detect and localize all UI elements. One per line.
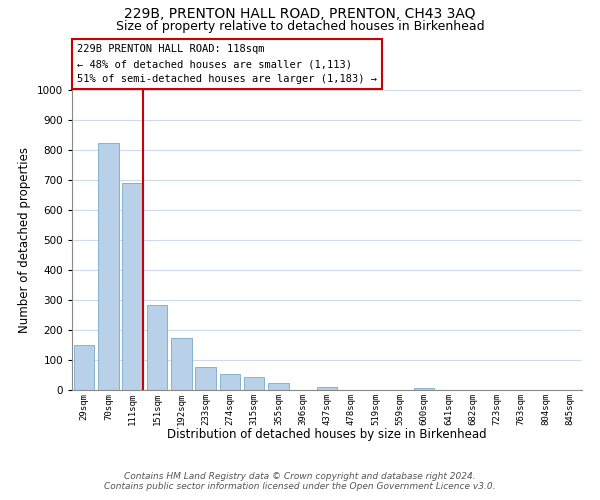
Bar [414, 388, 434, 390]
Bar [220, 374, 240, 390]
Text: Size of property relative to detached houses in Birkenhead: Size of property relative to detached ho… [116, 20, 484, 33]
Bar [74, 345, 94, 390]
Bar [244, 378, 265, 390]
Text: 229B PRENTON HALL ROAD: 118sqm
← 48% of detached houses are smaller (1,113)
51% : 229B PRENTON HALL ROAD: 118sqm ← 48% of … [77, 44, 377, 84]
Bar [268, 384, 289, 390]
Bar [122, 183, 143, 390]
X-axis label: Distribution of detached houses by size in Birkenhead: Distribution of detached houses by size … [167, 428, 487, 441]
Text: Contains public sector information licensed under the Open Government Licence v3: Contains public sector information licen… [104, 482, 496, 491]
Bar [171, 338, 191, 390]
Bar [146, 304, 167, 390]
Text: 229B, PRENTON HALL ROAD, PRENTON, CH43 3AQ: 229B, PRENTON HALL ROAD, PRENTON, CH43 3… [124, 8, 476, 22]
Bar [317, 387, 337, 390]
Y-axis label: Number of detached properties: Number of detached properties [18, 147, 31, 333]
Bar [195, 366, 216, 390]
Text: Contains HM Land Registry data © Crown copyright and database right 2024.: Contains HM Land Registry data © Crown c… [124, 472, 476, 481]
Bar [98, 142, 119, 390]
